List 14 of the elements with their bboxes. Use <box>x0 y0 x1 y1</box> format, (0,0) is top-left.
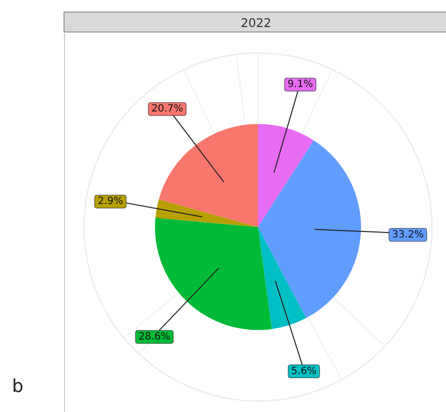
pie-slice <box>258 124 314 227</box>
data-label: 20.7% <box>151 104 184 115</box>
pie-slice <box>158 124 258 227</box>
data-label: 33.2% <box>392 229 424 240</box>
data-label: 2.9% <box>98 196 124 208</box>
data-label: 9.1% <box>288 79 313 90</box>
data-label: 28.6% <box>138 331 170 342</box>
pie-slice <box>258 140 361 318</box>
text: b <box>12 376 24 397</box>
pie-slice <box>155 199 258 227</box>
pie-slice <box>155 218 272 330</box>
chart-title: 2022 <box>240 16 272 30</box>
pie-slice <box>258 227 306 330</box>
data-label: 5.6% <box>291 366 317 377</box>
